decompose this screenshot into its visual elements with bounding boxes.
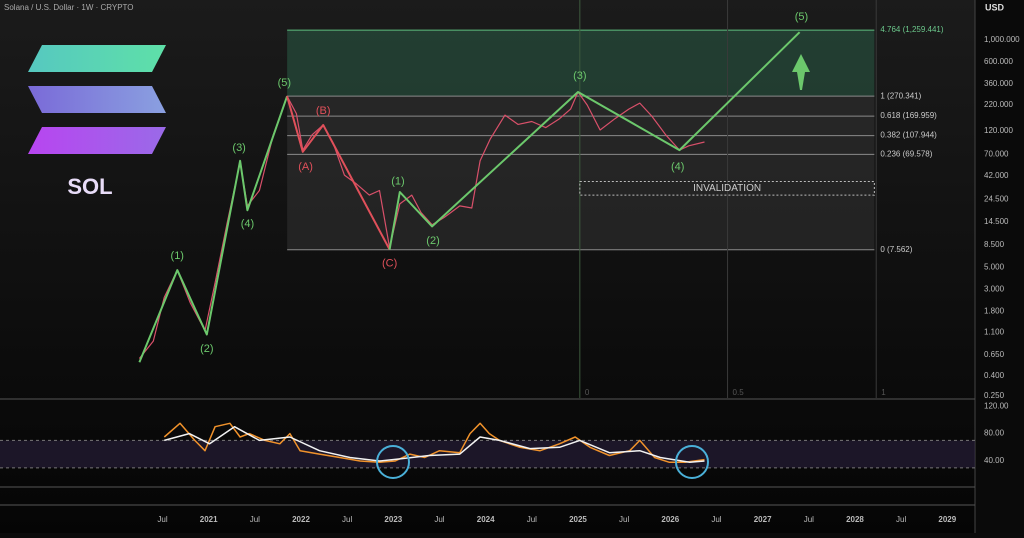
fib-zone	[287, 96, 875, 250]
x-tick-label: Jul	[342, 515, 352, 524]
wave-label: (5)	[795, 11, 808, 23]
y-tick-label: 0.400	[984, 371, 1005, 380]
y-tick-label: 360.000	[984, 79, 1013, 88]
y-tick-label: 220.000	[984, 100, 1013, 109]
series-line	[138, 95, 289, 363]
fib-label: 1 (270.341)	[880, 91, 921, 100]
series-line	[286, 95, 391, 250]
y-tick-label: 3.000	[984, 285, 1005, 294]
wave-label: (4)	[241, 218, 254, 230]
plot: 4.764 (1,259.441) 1 (270.341) 0.618 (169.9…	[0, 0, 1020, 524]
rsi-tick-label: 120.00	[984, 401, 1009, 410]
x-tick-label: 2027	[754, 515, 772, 524]
wave-label: (2)	[426, 235, 439, 247]
x-tick-label: Jul	[250, 515, 260, 524]
y-tick-label: 5.000	[984, 263, 1005, 272]
highlight-circle	[675, 445, 709, 479]
series-line	[163, 422, 705, 464]
rsi-tick-label: 40.00	[984, 456, 1005, 465]
y-tick-label: 70.000	[984, 149, 1009, 158]
x-tick-label: 2029	[938, 515, 956, 524]
time-fib-label: 0	[585, 388, 590, 397]
fib-label: 0 (7.562)	[880, 245, 912, 254]
logo-bar	[28, 45, 166, 72]
wave-label: (3)	[573, 70, 586, 82]
x-tick-label: Jul	[619, 515, 629, 524]
currency: USD	[985, 2, 1005, 12]
wave-label: (3)	[232, 142, 245, 154]
x-tick-label: Jul	[434, 515, 444, 524]
invalidation-label: INVALIDATION	[693, 183, 761, 194]
x-tick-label: Jul	[711, 515, 721, 524]
x-tick-label: 2028	[846, 515, 864, 524]
wave-label: (2)	[200, 343, 213, 355]
y-tick-label: 42.000	[984, 171, 1009, 180]
wave-label: (A)	[298, 161, 313, 173]
x-tick-label: 2021	[200, 515, 218, 524]
x-tick-label: Jul	[527, 515, 537, 524]
x-tick-label: 2024	[477, 515, 495, 524]
axis-panel	[975, 0, 1024, 533]
y-tick-label: 0.650	[984, 350, 1005, 359]
target-arrow	[792, 54, 810, 90]
logo-bar	[28, 86, 166, 113]
logo-bar	[28, 127, 166, 154]
rsi-tick-label: 80.00	[984, 429, 1005, 438]
time-fib-label: 1	[881, 388, 886, 397]
y-tick-label: 14.500	[984, 217, 1009, 226]
x-tick-label: Jul	[157, 515, 167, 524]
x-tick-label: 2023	[384, 515, 402, 524]
fib-label: 4.764 (1,259.441)	[880, 25, 943, 34]
x-tick-label: 2022	[292, 515, 310, 524]
wave-label: (5)	[278, 77, 291, 89]
rsi-band	[0, 440, 975, 468]
wave-label: (4)	[671, 161, 684, 173]
x-tick-label: 2026	[661, 515, 679, 524]
x-tick-label: Jul	[804, 515, 814, 524]
logo-text: SOL	[67, 174, 112, 199]
x-tick-label: Jul	[896, 515, 906, 524]
wave-label: (B)	[316, 105, 331, 117]
x-tick-label: 2025	[569, 515, 587, 524]
y-tick-label: 1.100	[984, 328, 1005, 337]
y-tick-label: 24.500	[984, 194, 1009, 203]
fib-label: 0.236 (69.578)	[880, 150, 932, 159]
y-tick-label: 0.250	[984, 391, 1005, 400]
chart-header: Solana / U.S. Dollar · 1W · CRYPTO	[4, 3, 134, 12]
time-fib-label: 0.5	[733, 388, 745, 397]
series-line	[164, 425, 705, 464]
y-tick-label: 600.000	[984, 57, 1013, 66]
wave-label: (1)	[391, 175, 404, 187]
wave-label: (1)	[171, 250, 184, 262]
wave-label: (C)	[382, 257, 397, 269]
y-tick-label: 1,000.000	[984, 35, 1020, 44]
series-line	[388, 31, 801, 250]
y-tick-label: 8.500	[984, 240, 1005, 249]
fib-zone	[287, 30, 875, 97]
fib-label: 0.382 (107.944)	[880, 131, 937, 140]
highlight-circle	[376, 445, 410, 479]
y-tick-label: 1.800	[984, 306, 1005, 315]
y-tick-label: 120.000	[984, 126, 1013, 135]
fib-label: 0.618 (169.959)	[880, 111, 937, 120]
logo: SOL	[28, 45, 166, 199]
invalidation-box	[579, 181, 875, 196]
